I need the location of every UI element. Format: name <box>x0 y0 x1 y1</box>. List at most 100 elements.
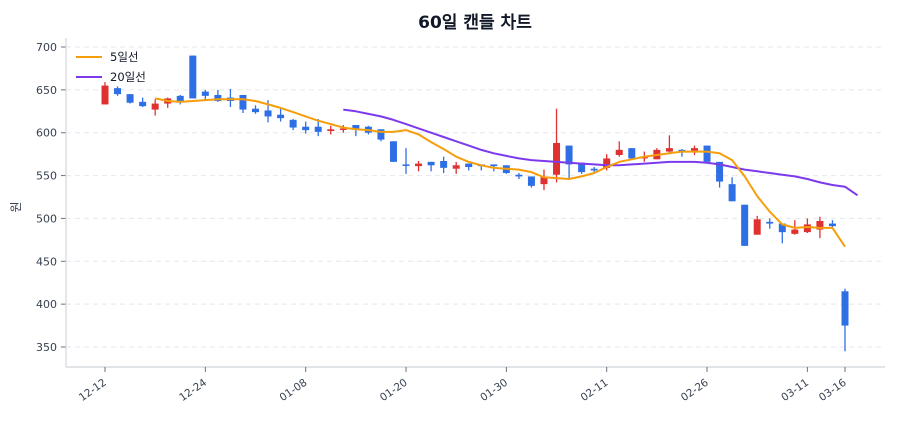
candle-down <box>465 163 473 171</box>
candle-down <box>289 119 297 131</box>
candle-body <box>302 126 310 131</box>
candle-body <box>176 95 184 101</box>
candle-body <box>239 95 247 110</box>
candle-down <box>239 95 247 113</box>
candle-down <box>716 161 724 188</box>
candle-body <box>728 184 736 202</box>
candle-body <box>603 158 611 168</box>
candle-down <box>440 156 448 173</box>
x-tick-label: 03-16 <box>817 376 849 404</box>
candle-up <box>164 97 172 108</box>
candle-down <box>277 107 285 122</box>
candle-down <box>515 173 523 179</box>
candle-body <box>189 55 197 99</box>
candle-down <box>226 89 234 107</box>
candle-body <box>139 101 147 107</box>
candle-up <box>753 215 761 235</box>
candle-down <box>728 177 736 202</box>
candle-up <box>339 125 347 133</box>
candle-up <box>690 145 698 155</box>
candle-down <box>189 55 197 99</box>
candle-body <box>778 223 786 233</box>
candle-up <box>327 125 335 135</box>
legend: 5일선 20일선 <box>76 50 146 84</box>
candle-body <box>841 291 849 326</box>
candle-body <box>252 108 260 113</box>
candle-up <box>553 108 561 183</box>
candle-body <box>590 168 598 171</box>
candle-body <box>490 164 498 167</box>
y-tick-label: 550 <box>36 170 57 183</box>
y-tick-label: 350 <box>36 341 57 354</box>
candle-body <box>201 91 209 96</box>
x-tick-label: 03-11 <box>779 377 811 404</box>
candle-up <box>803 218 811 233</box>
x-tick-label: 12-24 <box>177 376 209 404</box>
candle-body <box>816 221 824 230</box>
candle-down <box>703 145 711 162</box>
ma5-line <box>154 97 846 248</box>
candle-down <box>628 148 636 159</box>
candle-body <box>703 145 711 162</box>
candle-body <box>352 125 360 129</box>
x-tick-label: 12-12 <box>77 377 109 404</box>
candle-down <box>402 148 410 174</box>
legend-label-ma5: 5일선 <box>110 50 138 64</box>
candle-body <box>151 103 159 110</box>
candle-down <box>427 161 435 172</box>
candle-up <box>615 141 623 157</box>
candle-body <box>415 163 423 167</box>
candle-body <box>101 85 109 105</box>
candle-down <box>766 218 774 229</box>
candle-up <box>415 161 423 172</box>
candle-body <box>665 148 673 152</box>
candle-up <box>101 82 109 105</box>
candle-body <box>615 149 623 155</box>
candle-down <box>252 105 260 114</box>
candle-body <box>690 148 698 151</box>
candle-body <box>440 161 448 168</box>
candle-body <box>753 219 761 235</box>
candle-down <box>389 141 397 162</box>
y-tick-label: 700 <box>36 41 57 54</box>
candle-down <box>114 86 122 96</box>
x-tick-label: 01-30 <box>478 377 510 404</box>
candle-body <box>452 165 460 169</box>
candle-up <box>540 169 548 191</box>
candle-down <box>314 119 322 137</box>
candle-body <box>578 162 586 173</box>
candle-body <box>402 164 410 166</box>
candle-down <box>741 204 749 246</box>
x-tick-label: 01-20 <box>378 377 410 404</box>
moving-average-lines <box>154 97 859 248</box>
candle-body <box>553 143 561 175</box>
candle-body <box>716 161 724 182</box>
candle-body <box>264 110 272 117</box>
candle-body <box>828 223 836 227</box>
ma20-line <box>343 108 859 197</box>
candle-down <box>352 125 360 137</box>
candle-up <box>665 135 673 155</box>
y-tick-label: 500 <box>36 212 57 225</box>
candle-body <box>339 128 347 130</box>
candle-down <box>302 121 310 134</box>
y-tick-label: 650 <box>36 84 57 97</box>
candle-body <box>791 229 799 234</box>
candle-body <box>741 204 749 246</box>
y-tick-label: 450 <box>36 255 57 268</box>
candle-up <box>452 161 460 174</box>
candle-down <box>527 176 535 188</box>
y-axis-label: 원 <box>9 201 23 212</box>
candle-body <box>277 114 285 119</box>
candle-body <box>465 163 473 167</box>
x-tick-label: 02-26 <box>679 376 711 404</box>
candle-body <box>389 141 397 162</box>
y-tick-label: 400 <box>36 298 57 311</box>
candle-body <box>314 126 322 132</box>
candle-body <box>803 224 811 233</box>
candle-down <box>841 288 849 352</box>
candle-body <box>377 129 385 140</box>
candle-body <box>527 176 535 186</box>
